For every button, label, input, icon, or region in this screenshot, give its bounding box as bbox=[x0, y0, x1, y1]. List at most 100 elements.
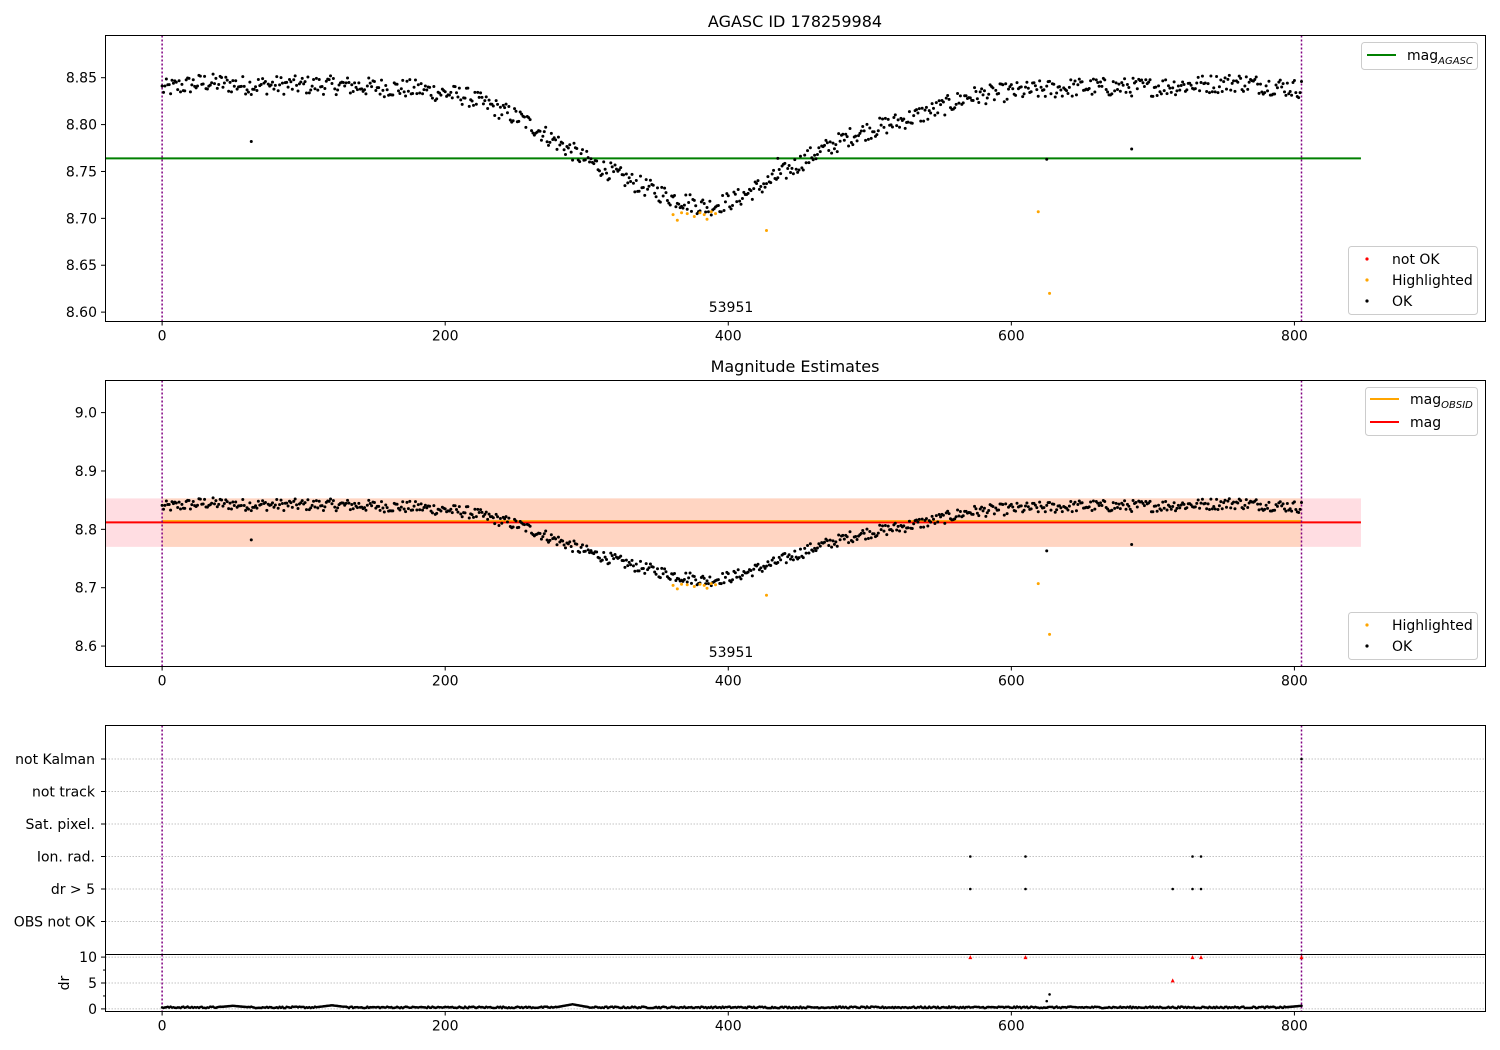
dr-xtick-label-0: 0 bbox=[158, 1019, 167, 1035]
ok-point bbox=[1087, 87, 1091, 91]
highlighted-point bbox=[680, 582, 684, 586]
ok-point bbox=[1212, 86, 1216, 90]
ok-point bbox=[597, 169, 601, 173]
ok-point bbox=[595, 550, 599, 554]
dr-clipped-point bbox=[1199, 955, 1204, 960]
ok-point bbox=[227, 89, 231, 93]
ok-point bbox=[603, 555, 607, 559]
ok-point bbox=[777, 168, 781, 172]
ok-point bbox=[564, 152, 567, 156]
ok-point bbox=[472, 103, 475, 107]
dr-xtick-label-600: 600 bbox=[998, 1019, 1025, 1035]
ok-point bbox=[939, 515, 943, 519]
ok-point bbox=[607, 177, 611, 181]
highlighted-point bbox=[709, 582, 713, 586]
ok-point bbox=[973, 86, 977, 90]
ok-point bbox=[494, 99, 498, 103]
ok-point bbox=[613, 553, 617, 557]
ok-point bbox=[586, 548, 590, 552]
ok-point bbox=[957, 101, 961, 105]
legend-label-highlighted: Highlighted bbox=[1392, 618, 1473, 634]
ok-point bbox=[347, 501, 351, 505]
ok-point bbox=[399, 505, 403, 509]
ok-point bbox=[1148, 499, 1152, 503]
ok-point bbox=[943, 521, 947, 525]
ok-point bbox=[355, 506, 359, 510]
ok-point bbox=[1067, 85, 1071, 89]
magnitude-ytick-label-8.9: 8.9 bbox=[75, 464, 97, 480]
ok-point bbox=[323, 87, 327, 91]
ok-point bbox=[405, 500, 409, 504]
ok-point bbox=[933, 522, 937, 526]
ok-point bbox=[324, 79, 328, 83]
highlighted-point bbox=[1036, 582, 1040, 586]
ok-point bbox=[1009, 502, 1013, 506]
ok-point bbox=[391, 93, 395, 97]
ok-point bbox=[702, 576, 706, 580]
ok-point bbox=[225, 500, 229, 504]
ok-point bbox=[425, 88, 429, 92]
ok-point bbox=[568, 143, 572, 147]
ok-point bbox=[817, 146, 821, 150]
ok-point bbox=[838, 538, 842, 542]
ok-point bbox=[964, 94, 968, 98]
ok-point bbox=[664, 191, 668, 195]
ok-point bbox=[341, 501, 345, 505]
ok-point bbox=[994, 506, 998, 510]
ok-point bbox=[265, 92, 269, 96]
ok-point bbox=[643, 571, 647, 575]
ok-point bbox=[252, 87, 256, 91]
ok-point bbox=[619, 166, 623, 170]
ok-point bbox=[1263, 91, 1267, 95]
magnitude-ytick-label-8.7: 8.7 bbox=[75, 581, 97, 597]
ok-point bbox=[456, 510, 460, 514]
ok-point bbox=[1123, 499, 1127, 503]
ok-point bbox=[1005, 512, 1009, 516]
ok-point bbox=[300, 499, 304, 503]
ok-point bbox=[881, 117, 885, 121]
ok-point bbox=[474, 102, 478, 106]
ok-point bbox=[486, 517, 490, 521]
ok-point bbox=[1072, 82, 1076, 86]
ok-point bbox=[898, 529, 902, 533]
ok-point bbox=[961, 101, 965, 105]
ok-point bbox=[357, 81, 361, 85]
ok-point bbox=[1001, 503, 1005, 507]
ok-point bbox=[1100, 504, 1104, 508]
ok-point bbox=[246, 507, 250, 511]
ok-point bbox=[1155, 509, 1159, 513]
ok-point bbox=[919, 119, 923, 123]
ok-point bbox=[872, 130, 876, 134]
ok-point bbox=[313, 505, 317, 509]
ok-point bbox=[211, 496, 215, 500]
ok-point bbox=[364, 92, 368, 96]
ok-point bbox=[685, 207, 689, 211]
ok-point bbox=[187, 499, 191, 503]
ok-point bbox=[564, 546, 567, 550]
ok-point bbox=[304, 91, 308, 95]
flags-axes-frame bbox=[105, 725, 1486, 1012]
ok-point bbox=[634, 562, 638, 566]
ok-point bbox=[1169, 507, 1173, 511]
ok-point bbox=[934, 514, 938, 518]
ok-point bbox=[244, 92, 248, 96]
ok-point bbox=[278, 83, 282, 87]
agasc-ytick-label-8.85: 8.85 bbox=[66, 71, 97, 87]
ok-point bbox=[1165, 92, 1169, 96]
ok-point bbox=[1273, 92, 1277, 96]
highlighted-point bbox=[705, 586, 709, 590]
ok-point bbox=[1227, 497, 1231, 501]
ok-point bbox=[1076, 83, 1080, 87]
agasc-xtick-label-600: 600 bbox=[998, 329, 1025, 345]
ok-point bbox=[491, 516, 495, 520]
ok-point bbox=[562, 543, 566, 547]
ok-point bbox=[331, 499, 335, 503]
ok-point bbox=[866, 537, 870, 541]
ok-point bbox=[818, 544, 822, 548]
ok-point bbox=[443, 90, 447, 94]
ok-point bbox=[1256, 82, 1260, 86]
ok-point bbox=[917, 107, 921, 111]
ok-point bbox=[255, 506, 259, 510]
flags-panel: not Kalman not track Sat. pixel. Ion. rad. d… bbox=[14, 725, 1486, 954]
ok-point bbox=[1300, 80, 1303, 84]
